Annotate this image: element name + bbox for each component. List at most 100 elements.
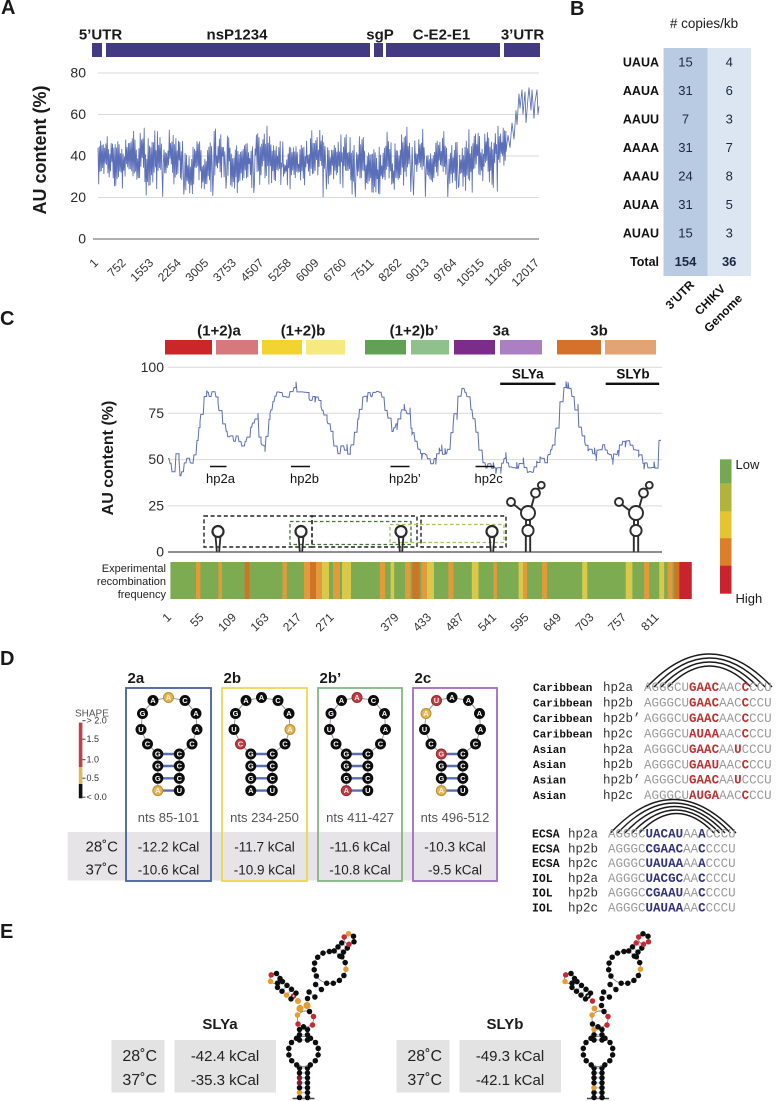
- svg-text:nts 85-101: nts 85-101: [138, 810, 199, 825]
- svg-text:Caribbean: Caribbean: [533, 729, 592, 741]
- svg-text:A: A: [354, 693, 360, 702]
- svg-text:Asian: Asian: [533, 791, 566, 803]
- svg-text:2254: 2254: [155, 255, 184, 284]
- svg-text:hp2b: hp2b: [290, 471, 319, 486]
- svg-text:G: G: [343, 750, 349, 759]
- svg-text:3: 3: [726, 112, 733, 127]
- svg-text:hp2a: hp2a: [568, 828, 599, 842]
- svg-text:ECSA: ECSA: [532, 858, 560, 871]
- svg-text:G: G: [140, 709, 146, 718]
- svg-text:Asian: Asian: [533, 776, 566, 788]
- svg-text:Caribbean: Caribbean: [533, 699, 592, 711]
- svg-text:AU content (%): AU content (%): [30, 86, 50, 215]
- svg-text:nts 496-512: nts 496-512: [421, 810, 490, 825]
- svg-text:8: 8: [726, 169, 733, 184]
- svg-text:nts 411-427: nts 411-427: [326, 810, 394, 825]
- svg-text:hp2a: hp2a: [603, 681, 634, 695]
- svg-text:High: High: [736, 591, 763, 606]
- svg-text:A: A: [1, 0, 15, 19]
- svg-text:B: B: [570, 0, 584, 20]
- svg-text:C: C: [275, 696, 281, 705]
- svg-text:A: A: [383, 725, 389, 734]
- svg-text:C: C: [365, 750, 371, 759]
- svg-text:A: A: [339, 696, 345, 705]
- svg-text:A: A: [150, 696, 156, 705]
- svg-text:SLYa: SLYa: [202, 1016, 238, 1033]
- svg-text:hp2c: hp2c: [568, 857, 598, 871]
- svg-text:U: U: [231, 725, 236, 734]
- svg-text:SLYa: SLYa: [512, 367, 544, 382]
- svg-text:3005: 3005: [183, 255, 212, 284]
- svg-text:31: 31: [678, 197, 692, 212]
- svg-text:hp2c: hp2c: [603, 727, 633, 741]
- svg-text:7: 7: [726, 140, 733, 155]
- svg-text:37˚C: 37˚C: [122, 1072, 157, 1089]
- svg-text:C: C: [460, 750, 466, 759]
- svg-text:hp2a: hp2a: [603, 743, 634, 757]
- svg-text:4507: 4507: [238, 255, 267, 284]
- svg-text:hp2b: hp2b: [568, 887, 598, 901]
- svg-text:37˚C: 37˚C: [85, 862, 118, 879]
- svg-text:163: 163: [248, 610, 272, 634]
- svg-text:AGGGCUGAACAAUCCCU: AGGGCUGAACAAUCCCU: [644, 743, 772, 757]
- svg-text:G: G: [438, 750, 444, 759]
- svg-text:AAUU: AAUU: [623, 113, 659, 127]
- svg-text:4: 4: [726, 55, 733, 70]
- svg-text:AGGGCUACGCAACCCCU: AGGGCUACGCAACCCCU: [608, 872, 736, 886]
- svg-text:AAAU: AAAU: [623, 170, 659, 184]
- svg-text:C: C: [333, 740, 339, 749]
- svg-text:6760: 6760: [320, 255, 349, 284]
- svg-text:-10.3 kCal: -10.3 kCal: [424, 840, 486, 855]
- svg-text:20: 20: [70, 189, 86, 205]
- svg-text:6009: 6009: [293, 255, 322, 284]
- svg-text:109: 109: [215, 610, 239, 634]
- svg-text:A: A: [449, 693, 455, 702]
- svg-text:C: C: [460, 762, 466, 771]
- svg-text:ECSA: ECSA: [532, 829, 560, 842]
- svg-text:15: 15: [678, 55, 692, 70]
- svg-text:(1+2)b’: (1+2)b’: [390, 323, 439, 340]
- svg-text:C: C: [270, 750, 276, 759]
- svg-text:C: C: [177, 774, 183, 783]
- svg-text:2b’: 2b’: [320, 670, 342, 687]
- svg-text:AGGGCUAUAAAACCCCU: AGGGCUAUAAAACCCCU: [608, 902, 736, 916]
- svg-text:C: C: [365, 774, 371, 783]
- svg-text:C-E2-E1: C-E2-E1: [413, 27, 471, 44]
- svg-text:271: 271: [313, 610, 337, 634]
- svg-text:(1+2)a: (1+2)a: [197, 323, 241, 340]
- svg-text:1: 1: [159, 610, 174, 625]
- svg-text:433: 433: [410, 610, 434, 634]
- svg-text:G: G: [233, 709, 239, 718]
- svg-text:U: U: [138, 725, 143, 734]
- svg-text:hp2c: hp2c: [475, 471, 504, 486]
- svg-text:(1+2)b: (1+2)b: [281, 323, 326, 340]
- svg-text:37˚C: 37˚C: [407, 1072, 442, 1089]
- svg-text:C: C: [177, 762, 183, 771]
- svg-text:C: C: [282, 740, 288, 749]
- svg-text:75: 75: [148, 405, 164, 421]
- svg-text:-12.2 kCal: -12.2 kCal: [138, 840, 200, 855]
- svg-text:ECSA: ECSA: [532, 843, 560, 856]
- svg-text:U: U: [434, 696, 439, 705]
- svg-text:100: 100: [141, 359, 165, 375]
- svg-text:Total: Total: [630, 255, 659, 269]
- svg-text:AGGGCUGAACAACCCCU: AGGGCUGAACAACCCCU: [644, 681, 772, 695]
- svg-text:> 2.0: > 2.0: [87, 716, 107, 726]
- svg-text:15: 15: [678, 226, 692, 241]
- svg-text:G: G: [155, 750, 161, 759]
- svg-text:C: C: [182, 696, 188, 705]
- svg-text:G: G: [248, 774, 254, 783]
- svg-text:1.0: 1.0: [87, 755, 100, 765]
- svg-text:31: 31: [678, 83, 692, 98]
- svg-text:hp2b: hp2b: [603, 758, 633, 772]
- svg-text:SLYb: SLYb: [616, 367, 649, 382]
- svg-text:7: 7: [682, 112, 689, 127]
- svg-text:752: 752: [105, 255, 129, 279]
- svg-text:AGGGCCGAAUAACCCCU: AGGGCCGAAUAACCCCU: [608, 887, 736, 901]
- svg-text:487: 487: [443, 610, 467, 634]
- svg-text:A: A: [477, 709, 483, 718]
- svg-text:60: 60: [70, 106, 86, 122]
- svg-text:AAAA: AAAA: [623, 141, 659, 155]
- svg-text:hp2a: hp2a: [206, 471, 236, 486]
- svg-text:-42.1 kCal: -42.1 kCal: [476, 1072, 544, 1089]
